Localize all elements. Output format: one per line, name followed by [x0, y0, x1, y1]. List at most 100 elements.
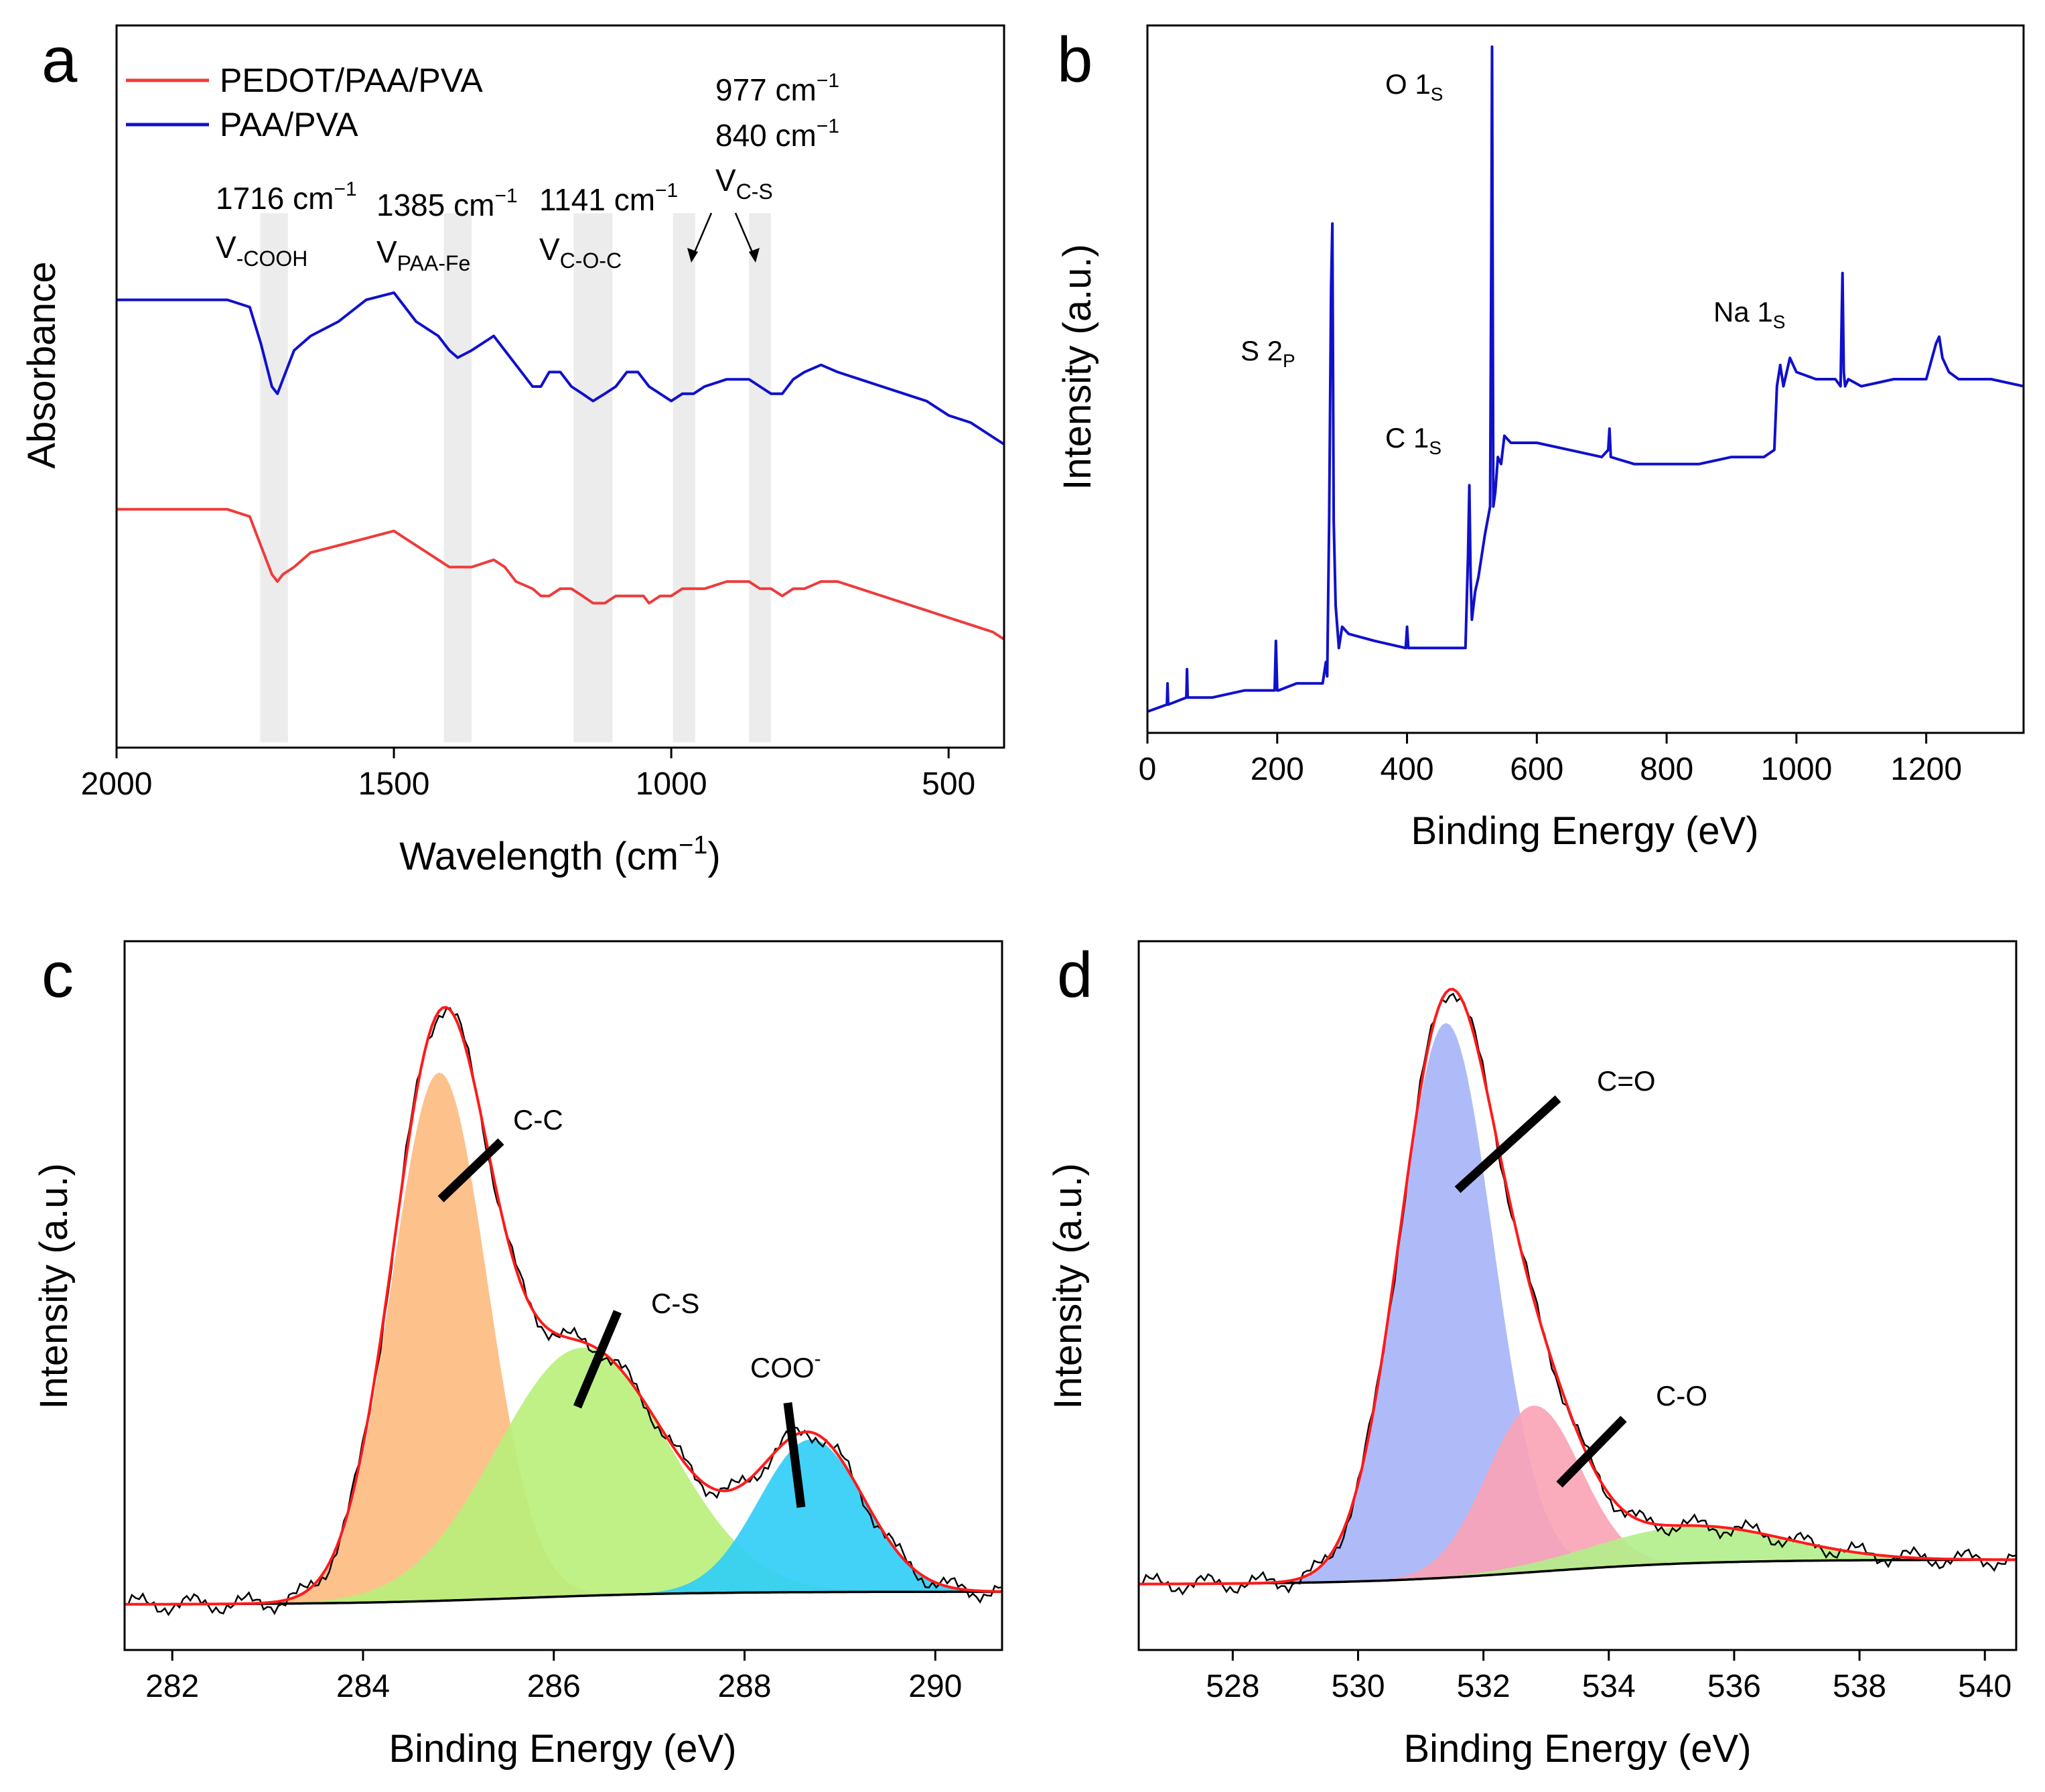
x-tick-label: 0: [1139, 752, 1157, 787]
x-tick-label: 2000: [81, 766, 153, 802]
series-survey: [1147, 45, 2024, 713]
peak-label-s2p: S 2P: [1241, 335, 1295, 371]
x-axis-title-d: Binding Energy (eV): [1403, 1727, 1751, 1771]
y-axis-title-b: Intensity (a.u.): [1056, 244, 1099, 490]
highlight-bands: [260, 213, 772, 742]
panel-letter-a: a: [42, 24, 78, 96]
panel-letter-b: b: [1057, 24, 1092, 96]
band-1385: [443, 213, 472, 742]
component-labels: C=O C-O: [1454, 1065, 1707, 1488]
label-cs: C-S: [651, 1288, 699, 1319]
x-tick-label: 282: [145, 1669, 199, 1704]
arrow-977-head: [687, 248, 698, 263]
leader-c-double-o: [1454, 1095, 1561, 1193]
x-axis-ticks: 282 284 286 288 290: [145, 1650, 962, 1704]
x-tick-label: 1000: [1760, 752, 1832, 787]
x-tick-label: 1200: [1890, 752, 1962, 787]
leader-cc: [437, 1138, 504, 1202]
x-tick-label: 284: [336, 1669, 390, 1704]
annotation-977-wavenumber: 977 cm−1: [715, 70, 839, 107]
arrow-840-head: [749, 248, 760, 263]
baseline-line: [1139, 1558, 2017, 1586]
panel-c: c 282 284 286 288 290 C-C C-S COO- Intensity…: [32, 939, 1003, 1771]
x-tick-label: 286: [527, 1669, 581, 1704]
x-tick-label: 540: [1958, 1669, 2012, 1704]
x-tick-label: 534: [1582, 1669, 1636, 1704]
panel-d: d 528 530 532 534 536 538 540 C=O C-O Intensit…: [1046, 939, 2018, 1771]
band-1716: [260, 213, 288, 742]
annotation-1385-wavenumber: 1385 cm−1: [376, 185, 518, 222]
y-axis-title-c: Intensity (a.u.): [32, 1163, 76, 1409]
survey-spectrum: [1147, 45, 2024, 713]
band-840: [749, 213, 772, 742]
y-axis-title-a: Absorbance: [20, 261, 64, 469]
annotation-840-wavenumber: 840 cm−1: [715, 115, 839, 153]
label-coo: COO-: [750, 1348, 821, 1383]
plot-frame: [1137, 940, 2018, 1651]
panel-b: b 0 200 400 600 800 1000 1200 O 1S C 1S S 2P N…: [1056, 24, 2025, 853]
fit-components: [125, 1073, 1002, 1604]
x-tick-label: 288: [717, 1669, 771, 1704]
annotation-cs-mode: VC-S: [715, 163, 773, 204]
y-axis-title-d: Intensity (a.u.): [1046, 1163, 1090, 1409]
legend: PEDOT/PAA/PVA PAA/PVA: [126, 62, 483, 143]
peak-label-na1s: Na 1S: [1713, 296, 1785, 332]
fit-envelope-line: [1139, 987, 2016, 1586]
legend-label-paa: PAA/PVA: [220, 106, 358, 143]
x-tick-label: 532: [1457, 1669, 1510, 1704]
x-axis-title-a: Wavelength (cm−1): [399, 831, 721, 878]
annotation-1716-mode: V-COOH: [216, 230, 307, 271]
x-axis-ticks: 528 530 532 534 536 538 540: [1206, 1650, 2012, 1704]
x-tick-label: 1500: [358, 766, 430, 802]
fit-envelope-line: [125, 1006, 1003, 1606]
legend-label-pedot: PEDOT/PAA/PVA: [220, 62, 483, 99]
label-c-double-o: C=O: [1597, 1065, 1656, 1097]
series-pedot-paa-pva: [117, 508, 1005, 640]
x-tick-label: 530: [1331, 1669, 1385, 1704]
fit-lines: [1139, 987, 2017, 1596]
component-labels: C-C C-S COO-: [437, 1104, 821, 1508]
x-axis-title-b: Binding Energy (eV): [1411, 809, 1758, 853]
label-cc: C-C: [513, 1104, 563, 1135]
series-lines: [117, 291, 1005, 640]
x-tick-label: 400: [1381, 752, 1434, 787]
leader-c-o: [1556, 1416, 1627, 1488]
band-977: [673, 213, 695, 742]
plot-frame: [1146, 24, 2025, 734]
component-c-s: [125, 1347, 1002, 1604]
panel-a: a 2000 1500 1000 500 PEDOT/PAA/PVA PAA/PVA …: [20, 24, 1005, 878]
panel-letter-c: c: [42, 939, 74, 1011]
x-tick-label: 500: [922, 766, 975, 802]
x-axis-title-c: Binding Energy (eV): [389, 1727, 736, 1771]
x-axis-ticks: 0 200 400 600 800 1000 1200: [1139, 733, 1962, 787]
fit-lines: [125, 1006, 1003, 1616]
component-c-o: [1139, 1405, 2016, 1584]
peak-label-c1s: C 1S: [1385, 422, 1441, 458]
x-tick-label: 536: [1707, 1669, 1761, 1704]
annotation-1141-mode: VC-O-C: [539, 232, 622, 273]
series-paa-pva: [117, 291, 1005, 445]
x-tick-label: 800: [1640, 752, 1693, 787]
x-tick-label: 600: [1510, 752, 1563, 787]
fit-components: [1139, 1023, 2016, 1584]
panel-letter-d: d: [1057, 939, 1092, 1011]
annotation-1716-wavenumber: 1716 cm−1: [216, 178, 357, 216]
band-annotations: 1716 cm−1 V-COOH 1385 cm−1 VPAA-Fe 1141 …: [216, 70, 839, 275]
peak-label-o1s: O 1S: [1385, 68, 1443, 105]
leader-cs: [573, 1310, 622, 1409]
x-tick-label: 200: [1251, 752, 1304, 787]
x-tick-label: 538: [1833, 1669, 1886, 1704]
peak-labels: O 1S C 1S S 2P Na 1S: [1241, 68, 1785, 458]
label-c-o: C-O: [1656, 1380, 1707, 1411]
x-axis-ticks: 2000 1500 1000 500: [81, 748, 975, 802]
component-adsorbed: [1139, 1526, 2016, 1584]
band-1141: [573, 213, 613, 742]
leader-coo: [783, 1402, 806, 1508]
annotation-1385-mode: VPAA-Fe: [376, 234, 470, 275]
plot-frame: [123, 940, 1003, 1651]
x-tick-label: 1000: [636, 766, 707, 802]
component-coo-: [125, 1439, 1002, 1604]
x-tick-label: 528: [1206, 1669, 1259, 1704]
annotation-1141-wavenumber: 1141 cm−1: [539, 180, 678, 217]
